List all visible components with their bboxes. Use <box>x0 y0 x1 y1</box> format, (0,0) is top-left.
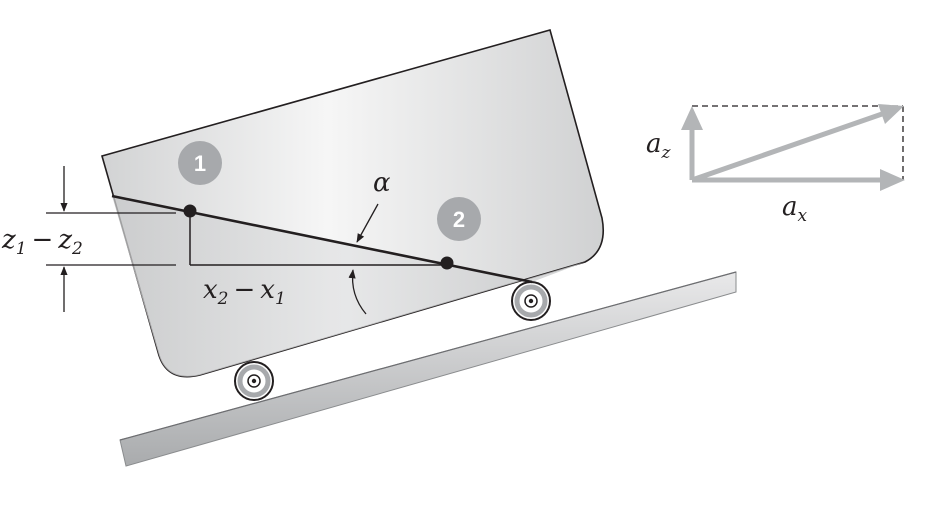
z-difference-label: z1− z2 <box>1 225 83 259</box>
az-label: az <box>646 129 672 163</box>
point-2-number: 2 <box>453 207 465 232</box>
liquid-region <box>112 196 585 377</box>
free-surface-line <box>111 194 533 284</box>
point-1-badge: 1 <box>178 141 222 185</box>
x-difference-label: x2− x1 <box>203 275 286 309</box>
acceleration-vector-diagram: az ax <box>646 104 905 226</box>
point-2-dot <box>440 256 454 270</box>
resultant-vector-head <box>878 104 904 124</box>
front-wheel <box>511 281 551 321</box>
point-1-dot <box>183 204 197 218</box>
resultant-vector-shaft <box>691 111 883 183</box>
point-2-badge: 2 <box>437 197 481 241</box>
az-vector-head <box>681 106 703 130</box>
alpha-leader-lower <box>348 269 367 315</box>
ax-label: ax <box>782 192 808 226</box>
rear-wheel <box>234 361 274 401</box>
alpha-label: α <box>373 168 391 198</box>
alpha-leader-upper <box>356 203 379 243</box>
ramp-top-edge <box>119 271 737 441</box>
ax-vector-head <box>880 169 905 191</box>
point-1-number: 1 <box>194 151 206 176</box>
